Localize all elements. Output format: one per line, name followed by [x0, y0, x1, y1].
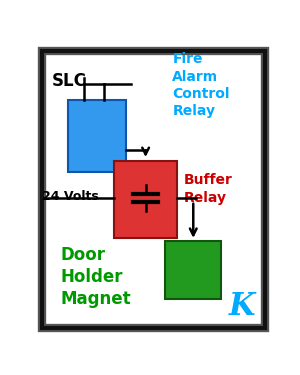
Text: Door
Holder
Magnet: Door Holder Magnet — [61, 246, 131, 308]
Text: Fire
Alarm
Control
Relay: Fire Alarm Control Relay — [172, 52, 230, 118]
Text: K: K — [229, 291, 255, 322]
Text: 24 Volts: 24 Volts — [42, 190, 99, 203]
Text: Buffer
Relay: Buffer Relay — [184, 174, 233, 205]
Bar — [68, 100, 126, 172]
Bar — [165, 242, 221, 299]
Text: SLC: SLC — [52, 72, 86, 90]
Bar — [114, 160, 177, 238]
